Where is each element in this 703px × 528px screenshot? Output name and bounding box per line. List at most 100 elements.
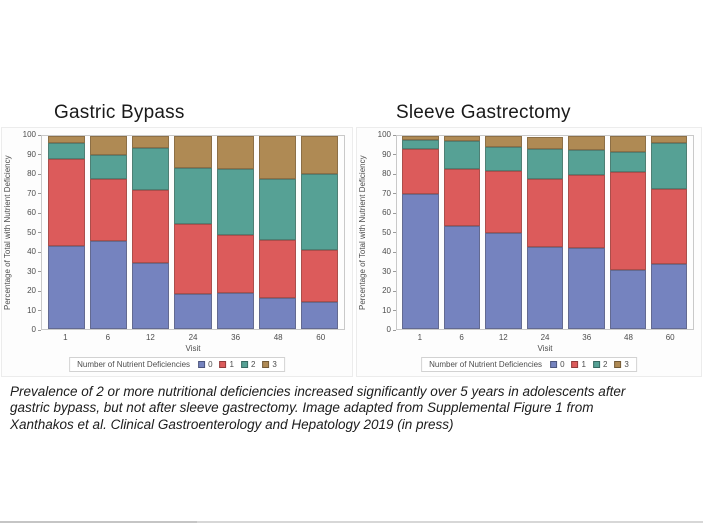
bar-segment-deficiencies-1 <box>651 189 688 265</box>
gastric-bypass-title: Gastric Bypass <box>54 102 185 123</box>
bar-segment-deficiencies-1 <box>526 179 564 247</box>
legend-swatch-icon <box>614 361 622 368</box>
legend-swatch-icon <box>550 361 558 368</box>
y-axis-label: Percentage of Total with Nutrient Defici… <box>3 155 12 310</box>
bar-segment-deficiencies-3 <box>216 136 254 169</box>
y-tick-label: 60 <box>27 208 36 217</box>
y-tick-label: 20 <box>27 286 36 295</box>
bar-segment-deficiencies-1 <box>132 190 170 264</box>
y-tick-label: 100 <box>377 130 391 139</box>
y-axis-label: Percentage of Total with Nutrient Defici… <box>358 155 367 310</box>
x-tick-label: 12 <box>498 333 508 342</box>
bar-segment-deficiencies-0 <box>568 247 605 329</box>
legend-item-label: 0 <box>560 360 565 369</box>
bar-segment-deficiencies-3 <box>402 136 439 140</box>
bar-segment-deficiencies-0 <box>216 293 254 329</box>
bar-segment-deficiencies-0 <box>89 241 128 329</box>
legend-item-label: 3 <box>624 360 629 369</box>
bar-segment-deficiencies-1 <box>89 179 128 242</box>
bar-segment-deficiencies-1 <box>258 240 297 299</box>
y-tick-mark <box>38 251 41 253</box>
bar-segment-deficiencies-2 <box>89 155 128 180</box>
y-tick-label: 70 <box>27 188 36 198</box>
x-tick-label: 36 <box>231 333 241 342</box>
bar-segment-deficiencies-2 <box>216 168 254 236</box>
bar-slot <box>172 136 214 329</box>
y-tick-mark <box>38 290 41 292</box>
bar-segment-deficiencies-2 <box>47 142 85 160</box>
bar-segment-deficiencies-0 <box>651 264 688 329</box>
y-tick-label: 90 <box>27 149 36 159</box>
y-tick-mark <box>393 329 396 331</box>
stacked-bar-visit-12 <box>132 136 170 329</box>
legend-item-label: 2 <box>250 360 256 369</box>
stacked-bar-visit-36 <box>568 136 605 329</box>
stacked-bar-visit-24 <box>174 136 212 329</box>
y-tick-mark <box>38 212 41 214</box>
y-tick-mark <box>393 271 396 272</box>
stacked-bar-visit-1 <box>47 136 85 329</box>
y-tick-mark <box>393 310 396 311</box>
y-tick-label: 30 <box>382 266 391 276</box>
bar-slot <box>45 136 87 329</box>
bar-segment-deficiencies-0 <box>47 246 85 329</box>
y-tick-mark <box>393 193 396 194</box>
legend-item-1: 1 <box>571 360 586 369</box>
y-tick-label: 10 <box>382 305 391 315</box>
y-tick-label: 0 <box>386 325 391 334</box>
bar-segment-deficiencies-1 <box>47 159 85 247</box>
plot-area <box>41 135 345 330</box>
bar-segment-deficiencies-2 <box>443 140 481 169</box>
bar-segment-deficiencies-3 <box>526 136 564 149</box>
x-tick-label: 6 <box>105 333 111 342</box>
bars-row <box>397 136 693 329</box>
x-tick-label: 1 <box>417 333 423 342</box>
bar-segment-deficiencies-1 <box>301 249 339 302</box>
legend-swatch-icon <box>571 361 579 368</box>
bar-segment-deficiencies-1 <box>609 171 647 271</box>
stacked-bar-visit-12 <box>485 136 522 329</box>
bar-segment-deficiencies-2 <box>174 167 212 224</box>
y-tick-mark <box>393 290 396 292</box>
bar-segment-deficiencies-3 <box>47 136 85 143</box>
slide-bottom-rule <box>0 521 703 523</box>
slide-caption: Prevalence of 2 or more nutritional defi… <box>10 384 626 432</box>
bar-segment-deficiencies-1 <box>216 235 254 294</box>
y-tick-label: 80 <box>27 169 36 178</box>
legend-swatch-icon <box>262 361 270 368</box>
legend-title: Number of Nutrient Deficiencies <box>77 360 191 369</box>
legend-title: Number of Nutrient Deficiencies <box>429 360 543 369</box>
bar-slot <box>566 136 607 329</box>
x-tick-label: 12 <box>145 333 155 342</box>
bar-segment-deficiencies-2 <box>526 148 564 180</box>
legend-item-1: 1 <box>219 360 234 369</box>
legend-item-label: 1 <box>581 360 586 369</box>
x-tick-label: 36 <box>582 333 592 342</box>
y-tick-mark <box>38 193 41 194</box>
x-labels: 1 6 12 24 36 48 60 <box>396 333 694 342</box>
legend-item-0: 0 <box>198 360 213 369</box>
bar-slot <box>214 136 256 329</box>
bar-segment-deficiencies-3 <box>485 136 522 147</box>
stacked-bar-visit-48 <box>258 136 297 329</box>
bar-slot <box>607 136 648 329</box>
bar-segment-deficiencies-3 <box>132 136 170 148</box>
x-labels: 1 6 12 24 36 48 60 <box>41 333 345 342</box>
stacked-bar-visit-6 <box>89 136 128 329</box>
legend-item-label: 3 <box>272 360 277 369</box>
legend-items: 0 1 2 3 <box>198 360 277 369</box>
stacked-bar-visit-60 <box>301 136 339 329</box>
bar-segment-deficiencies-0 <box>132 263 170 329</box>
bar-slot <box>524 136 565 329</box>
bar-segment-deficiencies-3 <box>651 136 688 143</box>
y-tick-label: 40 <box>382 247 391 256</box>
bar-segment-deficiencies-3 <box>174 136 212 168</box>
bar-segment-deficiencies-3 <box>258 136 297 180</box>
y-tick-label: 30 <box>27 266 36 276</box>
bar-segment-deficiencies-3 <box>443 136 481 141</box>
legend: Number of Nutrient Deficiencies 0 1 2 3 <box>421 357 637 372</box>
stacked-bar-visit-60 <box>651 136 688 329</box>
sleeve-gastrectomy-chart: Percentage of Total with Nutrient Defici… <box>356 127 702 377</box>
stacked-bar-visit-36 <box>216 136 254 329</box>
x-tick-label: 6 <box>459 333 464 342</box>
